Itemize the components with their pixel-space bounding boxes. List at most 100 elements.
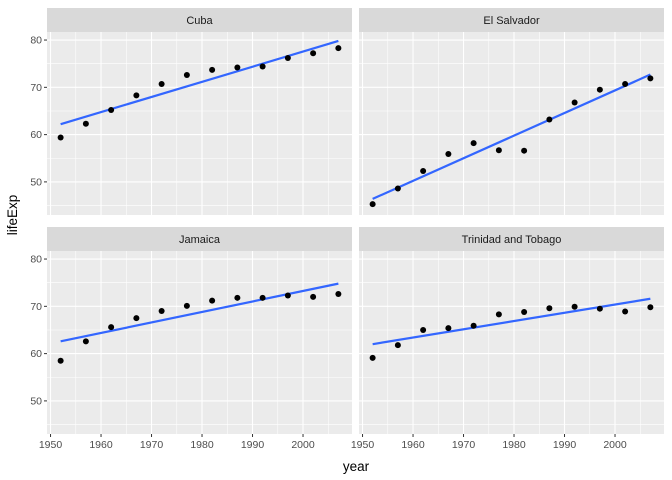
y-tick-label: 60 [30,348,42,360]
x-tick-label: 1980 [502,439,526,451]
y-tick-label: 70 [30,301,42,313]
x-tick-label: 1960 [401,439,425,451]
trend-line [60,39,339,126]
data-point [495,311,502,318]
data-point [622,308,629,315]
facet-el-salvador: El Salvador [359,8,664,215]
x-tick-label: 1970 [140,439,164,451]
x-tick-label: 1990 [553,439,577,451]
panel-background [47,251,352,434]
y-tick-label: 70 [30,82,42,94]
data-point [82,338,89,345]
facet-strip [47,227,352,251]
y-axis-title: lifeExp [5,195,20,236]
x-tick-label: 1970 [452,439,476,451]
facet-trinidad-and-tobago: Trinidad and Tobago [359,227,664,434]
data-point [57,134,64,141]
facet-strip-label: Trinidad and Tobago [462,234,562,246]
x-tick-label: 1960 [89,439,113,451]
gridlines [47,251,352,434]
data-points [369,303,654,361]
facet-jamaica: Jamaica [47,227,352,434]
data-point [470,322,477,329]
data-point [521,309,528,315]
panel-background [359,251,664,434]
data-point [284,55,291,62]
facet-strip-label: El Salvador [483,15,540,27]
x-axis-title: year [343,459,370,474]
x-tick-label: 1990 [241,439,265,451]
gridlines [359,251,664,434]
trend-line [372,297,651,346]
data-point [310,50,317,57]
data-point [259,63,266,70]
data-point [259,294,266,301]
data-point [158,308,165,315]
data-point [183,302,190,309]
data-point [647,304,654,311]
data-points [369,75,654,208]
y-tick-label: 50 [30,395,42,407]
data-point [546,305,553,312]
y-tick-label: 80 [30,35,42,47]
data-point [420,168,427,175]
facet-strip [47,8,352,32]
facet-cuba: Cuba [47,8,352,215]
data-point [394,342,401,349]
panel-background [47,32,352,215]
y-tick-label: 50 [30,176,42,188]
facet-strip [359,227,664,251]
data-point [158,81,165,88]
data-point [622,81,629,88]
x-tick-label: 2000 [291,439,315,451]
data-point [521,147,528,154]
x-tick-label: 1980 [190,439,214,451]
data-point [596,86,603,93]
data-point [571,303,578,310]
x-tick-label: 1950 [39,439,63,451]
x-tick-label: 2000 [603,439,627,451]
data-point [445,325,452,332]
y-axis: 50 60 70 80 50 60 70 80 [30,35,47,407]
data-point [57,357,64,364]
data-point [310,293,317,300]
data-point [420,326,427,333]
data-point [133,315,140,322]
data-point [335,291,342,298]
y-tick-label: 60 [30,129,42,141]
data-point [133,92,140,99]
data-point [234,294,241,301]
data-point [284,292,291,299]
x-tick-label: 1950 [351,439,375,451]
facet-panels: Cuba El Salvador Jamaica Trinidad and Tobag… [47,8,664,434]
x-axis: 1950 1960 1970 1980 1990 2000 1950 1960 1970 1980… [39,434,627,451]
data-point [209,297,216,304]
facet-strip-label: Cuba [186,15,213,27]
data-point [445,151,452,157]
data-point [596,305,603,312]
panel-background [359,32,664,215]
data-point [335,45,342,52]
y-tick-label: 80 [30,254,42,266]
data-point [108,324,115,331]
data-point [495,147,502,154]
data-point [82,120,89,127]
data-point [209,66,216,73]
data-point [183,72,190,79]
facet-strip-label: Jamaica [179,234,221,246]
data-point [546,116,553,123]
data-point [234,64,241,71]
gridlines [47,32,352,215]
trend-line [60,282,339,343]
facet-strip [359,8,664,32]
data-point [369,354,376,361]
data-point [108,107,115,114]
data-points [57,291,342,364]
data-point [470,140,477,147]
data-points [57,45,342,141]
data-point [369,201,376,208]
data-point [571,99,578,106]
trend-line [372,73,651,200]
data-point [647,75,654,82]
